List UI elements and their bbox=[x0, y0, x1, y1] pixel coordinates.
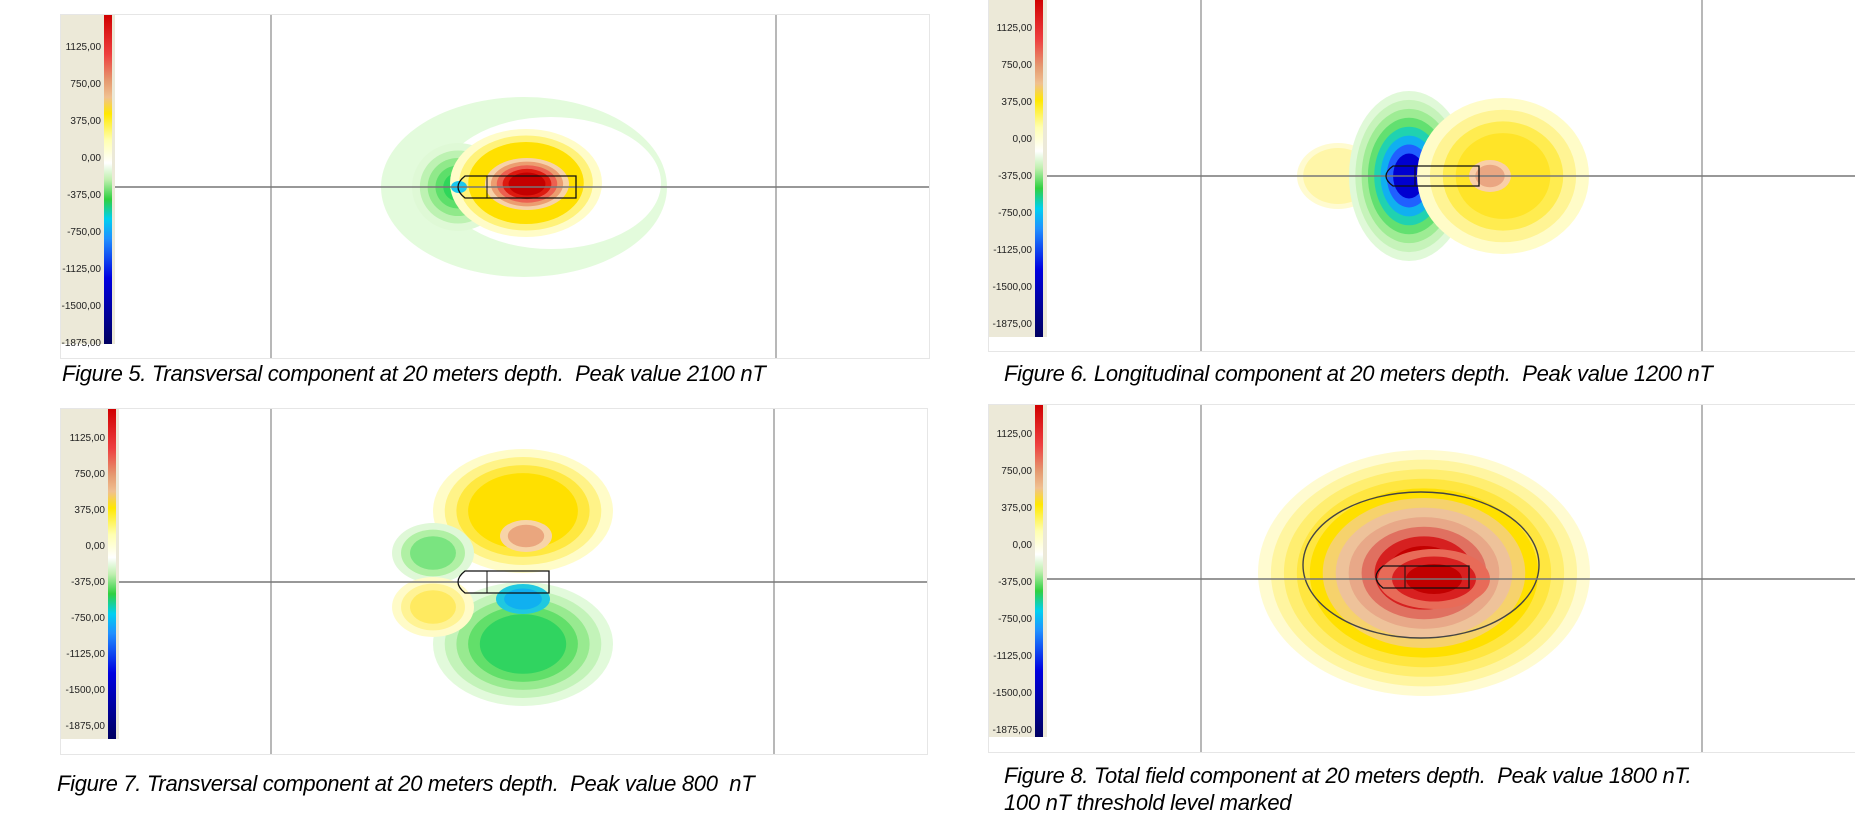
figure-6-caption: Figure 6. Longitudinal component at 20 m… bbox=[1004, 360, 1713, 387]
figure-5-caption: Figure 5. Transversal component at 20 me… bbox=[62, 360, 766, 387]
caption-line: Figure 6. Longitudinal component at 20 m… bbox=[1004, 361, 1713, 386]
peak-lobe bbox=[485, 158, 569, 210]
figure-8-field-map: 1125,00 750,00 375,00 0,00 -375,00 -750,00 -11… bbox=[989, 405, 1855, 752]
figure-7-plot: 1125,00 750,00 375,00 0,00 -375,00 -750,00 -11… bbox=[60, 408, 928, 755]
colorbar-tick-label: 0,00 bbox=[86, 541, 106, 552]
colorbar-tick-label: 750,00 bbox=[70, 79, 101, 90]
figure-6-plot: 1125,00 750,00 375,00 0,00 -375,00 -750,00 -11… bbox=[988, 0, 1855, 352]
colorbar-tick-label: -750,00 bbox=[998, 208, 1032, 219]
contour-band bbox=[479, 614, 567, 674]
caption-line: Figure 8. Total field component at 20 me… bbox=[1004, 763, 1692, 788]
colorbar-tick-label: -375,00 bbox=[998, 577, 1032, 588]
colorbar-tick-label: -1875,00 bbox=[66, 721, 106, 732]
figure-6-field-map: 1125,00 750,00 375,00 0,00 -375,00 -750,00 -11… bbox=[989, 0, 1855, 351]
vessel-outline bbox=[457, 570, 550, 594]
positive-peak bbox=[500, 520, 552, 552]
colorbar-tick-label: 375,00 bbox=[1001, 97, 1032, 108]
positive-lower-side-lobe bbox=[392, 577, 474, 637]
colorbar-tick-label: 0,00 bbox=[82, 153, 102, 164]
contour-band bbox=[504, 588, 542, 610]
negative-peak bbox=[496, 584, 550, 614]
colorbar-tick-label: -1500,00 bbox=[66, 685, 106, 696]
colorbar-tick-label: 750,00 bbox=[74, 469, 105, 480]
contour-band bbox=[507, 524, 545, 548]
colorbar-tick-label: 1125,00 bbox=[70, 433, 106, 444]
figure-5-field-map: 1125,00 750,00 375,00 0,00 -375,00 -750,00 -11… bbox=[61, 15, 929, 358]
colorbar-tick-label: 1125,00 bbox=[997, 23, 1033, 34]
colorbar-tick-label: 750,00 bbox=[1001, 466, 1032, 477]
colorbar-tick-label: -750,00 bbox=[67, 227, 101, 238]
contour-band bbox=[410, 536, 456, 570]
colorbar-tick-label: -375,00 bbox=[67, 190, 101, 201]
colorbar-tick-label: -1875,00 bbox=[993, 725, 1033, 736]
threshold-contour bbox=[1302, 491, 1540, 639]
colorbar-tick-label: -750,00 bbox=[71, 613, 105, 624]
negative-lower-lobe bbox=[433, 582, 613, 706]
figure-7-field-map: 1125,00 750,00 375,00 0,00 -375,00 -750,00 -11… bbox=[61, 409, 927, 754]
colorbar-gradient bbox=[1035, 405, 1043, 737]
figure-8-caption: Figure 8. Total field component at 20 me… bbox=[1004, 762, 1692, 816]
caption-line: 100 nT threshold level marked bbox=[1004, 790, 1292, 815]
vessel-outline bbox=[457, 175, 577, 199]
colorbar-tick-label: -750,00 bbox=[998, 614, 1032, 625]
colorbar-tick-label: -1125,00 bbox=[66, 649, 105, 660]
figure-7-caption: Figure 7. Transversal component at 20 me… bbox=[57, 770, 755, 797]
colorbar-tick-label: 1125,00 bbox=[66, 42, 102, 53]
contour-band bbox=[410, 590, 456, 624]
colorbar-tick-label: -1125,00 bbox=[62, 264, 101, 275]
colorbar-tick-label: 1125,00 bbox=[997, 429, 1033, 440]
colorbar-tick-label: 375,00 bbox=[70, 116, 101, 127]
caption-line: Figure 7. Transversal component at 20 me… bbox=[57, 771, 755, 796]
colorbar-gradient bbox=[104, 15, 112, 344]
colorbar-tick-label: -1875,00 bbox=[993, 319, 1033, 330]
colorbar-tick-label: -375,00 bbox=[71, 577, 105, 588]
contour-band bbox=[508, 172, 546, 196]
colorbar-gradient bbox=[1035, 0, 1043, 337]
colorbar-gradient bbox=[108, 409, 116, 739]
colorbar-tick-label: 0,00 bbox=[1013, 134, 1033, 145]
contour-band bbox=[468, 473, 578, 549]
colorbar-tick-label: 750,00 bbox=[1001, 60, 1032, 71]
vessel-outline bbox=[1375, 565, 1470, 589]
colorbar-tick-label: -1875,00 bbox=[62, 338, 102, 349]
vessel-outline bbox=[1385, 165, 1480, 187]
colorbar-tick-label: -1500,00 bbox=[993, 282, 1033, 293]
figure-5-plot: 1125,00 750,00 375,00 0,00 -375,00 -750,00 -11… bbox=[60, 14, 930, 359]
colorbar-tick-label: -1125,00 bbox=[993, 651, 1032, 662]
caption-line: Figure 5. Transversal component at 20 me… bbox=[62, 361, 766, 386]
figure-8-plot: 1125,00 750,00 375,00 0,00 -375,00 -750,00 -11… bbox=[988, 404, 1855, 753]
colorbar-tick-label: 375,00 bbox=[74, 505, 105, 516]
colorbar-tick-label: 375,00 bbox=[1001, 503, 1032, 514]
colorbar-tick-label: 0,00 bbox=[1013, 540, 1033, 551]
positive-upper-lobe bbox=[433, 449, 613, 573]
colorbar-tick-label: -1125,00 bbox=[993, 245, 1032, 256]
colorbar-tick-label: -375,00 bbox=[998, 171, 1032, 182]
colorbar-tick-label: -1500,00 bbox=[993, 688, 1033, 699]
negative-upper-side-lobe bbox=[392, 523, 474, 583]
colorbar-tick-label: -1500,00 bbox=[62, 301, 102, 312]
